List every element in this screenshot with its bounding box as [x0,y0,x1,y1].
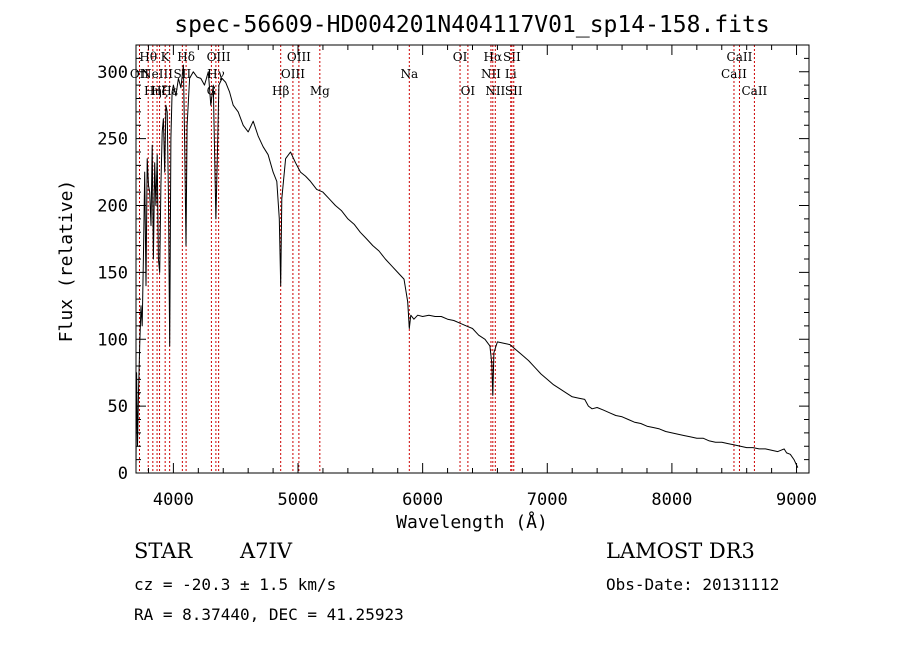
line-label-12: Hβ [272,84,289,98]
line-label-24: SII [505,84,523,98]
y-tick-label: 0 [118,464,128,484]
line-label-25: CaII [721,67,747,81]
line-label-23: SII [503,50,521,64]
x-tick-label: 5000 [278,490,319,510]
plot-frame [135,44,810,474]
x-axis-label: Wavelength (Å) [396,511,548,533]
line-label-4: Hζ [151,84,168,98]
line-label-26: CaII [727,50,753,64]
line-label-10: Hγ [207,67,225,81]
spectral-line-markers: OIIHθHηNeIIIHζKHεSIIHδGHγOIIIHβOIIIOIIIM… [130,45,768,473]
spectrum-series [135,64,799,468]
line-label-8: Hδ [177,50,195,64]
line-label-3: NeIII [141,67,173,81]
line-label-21: NII [485,84,505,98]
coords-label: RA = 8.37440, DEC = 41.25923 [134,605,404,624]
obs-date-label: Obs-Date: 20131112 [606,575,779,594]
line-label-18: OI [461,84,476,98]
x-tick-label: 6000 [402,490,443,510]
axes: 4000 5000 6000 7000 8000 9000 0 50 100 150 200 250 3… [97,44,817,510]
y-tick-label: 200 [97,197,128,217]
y-tick-label: 150 [97,263,128,283]
line-label-15: Mg [310,84,330,98]
y-tick-label: 100 [97,330,128,350]
y-tick-label: 50 [108,397,128,417]
subclass-label: A7IV [239,539,293,563]
y-axis-label: Flux (relative) [56,180,77,343]
line-label-22: Li [505,67,517,81]
line-label-19: NII [481,67,501,81]
line-label-1: Hθ [139,50,157,64]
redshift-label: cz = -20.3 ± 1.5 km/s [134,575,336,594]
x-tick-label: 4000 [153,490,194,510]
line-label-13: OIII [281,67,305,81]
chart-title: spec-56609-HD004201N404117V01_sp14-158.f… [174,12,769,38]
y-tick-label: 250 [97,130,128,150]
spectrum-line-0 [135,64,799,468]
x-tick-label: 9000 [776,490,817,510]
line-label-16: Na [400,67,418,81]
class-label: STAR [134,539,193,563]
line-label-17: OI [453,50,468,64]
x-tick-label: 8000 [651,490,692,510]
line-label-11: OIII [207,50,231,64]
y-tick-label: 300 [97,63,128,83]
line-label-27: CaII [741,84,767,98]
line-label-0: OII [130,67,150,81]
survey-label: LAMOST DR3 [606,539,755,563]
line-label-9: G [207,84,217,98]
line-label-20: Hα [484,50,503,64]
line-label-5: K [161,50,171,64]
x-tick-label: 7000 [527,490,568,510]
line-label-14: OIII [287,50,311,64]
